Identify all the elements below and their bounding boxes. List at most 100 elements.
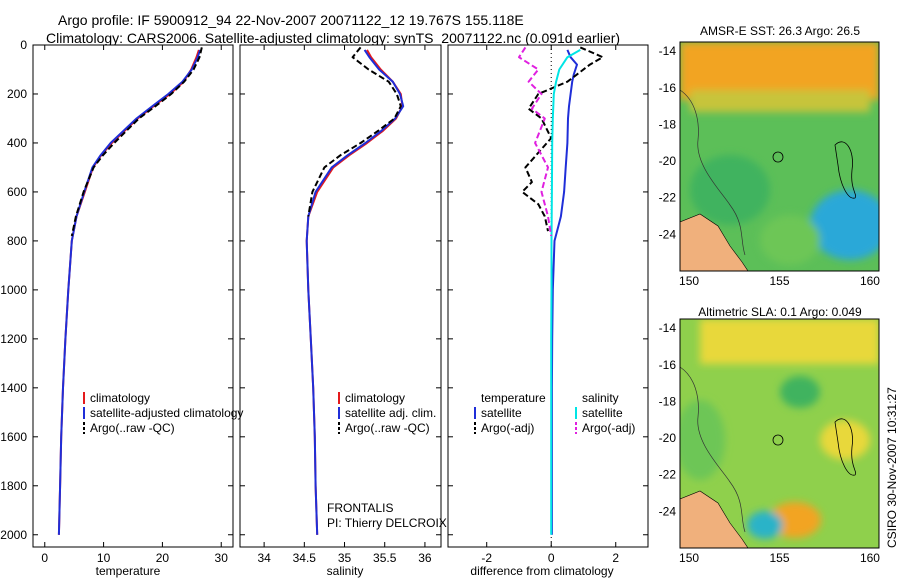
sst-argo-marker xyxy=(772,151,784,163)
y-tick-label: 1400 xyxy=(0,381,27,395)
series-line xyxy=(521,46,604,232)
difference-series-group xyxy=(518,46,604,535)
temperature-legend: climatology satellite-adjusted climatolo… xyxy=(83,391,243,435)
sla-high-patch xyxy=(820,420,870,460)
legend-label-temp-satellite: satellite xyxy=(481,406,522,420)
salinity-series-group xyxy=(305,46,405,535)
series-layer xyxy=(57,46,604,535)
y-tick-label: 200 xyxy=(7,87,27,101)
sla-high-band xyxy=(700,319,879,364)
map-y-tick-label: -24 xyxy=(659,227,677,241)
y-tick-label: 600 xyxy=(7,185,27,199)
y-tick-label: 400 xyxy=(7,136,27,150)
map-x-tick-label: 160 xyxy=(860,551,880,565)
legend-label-satellite: satellite adj. clim. xyxy=(345,406,436,420)
map-x-tick-label: 155 xyxy=(769,551,789,565)
sst-map-title: AMSR-E SST: 26.3 Argo: 26.5 xyxy=(700,24,860,38)
x-tick-label: 0 xyxy=(548,551,555,565)
pi-name: PI: Thierry DELCROIX xyxy=(327,516,447,530)
map-y-tick-label: -22 xyxy=(659,468,677,482)
map-x-tick-label: 150 xyxy=(679,551,699,565)
legend-title-temperature: temperature xyxy=(481,391,546,405)
sla-low-patch-b xyxy=(680,400,725,480)
sst-land-polygon xyxy=(680,213,749,271)
watermark: CSIRO 30-Nov-2007 10:31:27 xyxy=(885,387,899,548)
difference-plot-frame xyxy=(447,44,649,548)
header-line-2: Climatology: CARS2006. Satellite-adjuste… xyxy=(46,30,620,46)
x-tick-label: 34 xyxy=(257,551,271,565)
sla-map-title: Altimetric SLA: 0.1 Argo: 0.049 xyxy=(698,305,862,319)
y-tick-label: 1200 xyxy=(0,332,27,346)
sst-reef-outline xyxy=(834,141,857,199)
series-line xyxy=(305,49,405,535)
x-tick-label: 35 xyxy=(338,551,352,565)
y-tick-label: 1000 xyxy=(0,283,27,297)
sla-cool-patch xyxy=(747,511,783,539)
x-tick-label: 2 xyxy=(612,551,619,565)
difference-xlabel: difference from climatology xyxy=(470,564,613,578)
project-name: FRONTALIS xyxy=(327,501,393,515)
x-tick-label: 20 xyxy=(156,551,170,565)
sst-reef-contour xyxy=(680,89,746,256)
series-line xyxy=(57,49,202,535)
x-tick-label: 30 xyxy=(215,551,229,565)
legend-title-salinity: salinity xyxy=(582,391,619,405)
sla-low-patch-a xyxy=(780,376,820,408)
x-tick-label: 0 xyxy=(41,551,48,565)
difference-legend: temperature salinity satellite Argo(-adj… xyxy=(474,391,635,435)
x-tick-label: 36 xyxy=(418,551,432,565)
map-y-tick-label: -24 xyxy=(659,504,677,518)
sst-map-frame xyxy=(679,41,880,272)
map-y-tick-label: -20 xyxy=(659,154,677,168)
sla-map-frame xyxy=(679,318,880,549)
temperature-series-group xyxy=(57,47,203,535)
x-tick-label: 10 xyxy=(97,551,111,565)
y-tick-label: 0 xyxy=(20,38,27,52)
sla-argo-marker xyxy=(772,434,784,446)
sla-land-polygon xyxy=(680,490,749,548)
temperature-plot-frame xyxy=(32,44,234,548)
map-y-tick-label: -18 xyxy=(659,117,677,131)
map-y-tick-label: -16 xyxy=(659,81,677,95)
sst-warm-transition xyxy=(690,90,870,112)
sst-green-patch xyxy=(760,215,820,265)
map-y-tick-label: -14 xyxy=(659,321,677,335)
temperature-xlabel: temperature xyxy=(96,564,161,578)
y-tick-label: 1800 xyxy=(0,479,27,493)
legend-label-climatology: climatology xyxy=(90,391,150,405)
sst-mid-patch xyxy=(690,155,770,225)
sst-map xyxy=(680,42,879,271)
map-x-tick-label: 160 xyxy=(860,274,880,288)
series-line xyxy=(518,46,553,237)
x-tick-label: -2 xyxy=(481,551,492,565)
map-x-tick-label: 150 xyxy=(679,274,699,288)
series-line xyxy=(307,46,402,217)
y-tick-label: 1600 xyxy=(0,430,27,444)
x-tick-label: 35.5 xyxy=(373,551,397,565)
legend-label-climatology: climatology xyxy=(345,391,405,405)
legend-label-sal-satellite: satellite xyxy=(582,406,623,420)
sla-reef-outline xyxy=(834,418,857,476)
salinity-legend: climatology satellite adj. clim. Argo(..… xyxy=(327,391,447,530)
map-y-tick-label: -14 xyxy=(659,44,677,58)
legend-label-argo: Argo(..raw -QC) xyxy=(90,421,175,435)
map-y-tick-label: -22 xyxy=(659,191,677,205)
salinity-xlabel: salinity xyxy=(327,564,364,578)
header-line-1: Argo profile: IF 5900912_94 22-Nov-2007 … xyxy=(58,12,524,28)
legend-label-argo: Argo(..raw -QC) xyxy=(345,421,430,435)
sla-map xyxy=(680,319,879,548)
map-y-tick-label: -16 xyxy=(659,358,677,372)
y-tick-label: 800 xyxy=(7,234,27,248)
series-line xyxy=(550,49,581,535)
map-y-tick-label: -18 xyxy=(659,394,677,408)
y-tick-label: 2000 xyxy=(0,528,27,542)
x-tick-label: 34.5 xyxy=(293,551,317,565)
sst-cool-patch xyxy=(810,190,879,260)
salinity-plot-frame xyxy=(239,44,442,548)
legend-label-satellite: satellite-adjusted climatology xyxy=(90,406,243,420)
sla-reef-contour xyxy=(680,366,746,533)
map-x-tick-label: 155 xyxy=(769,274,789,288)
legend-label-temp-argo: Argo(-adj) xyxy=(481,421,534,435)
map-y-tick-label: -20 xyxy=(659,431,677,445)
